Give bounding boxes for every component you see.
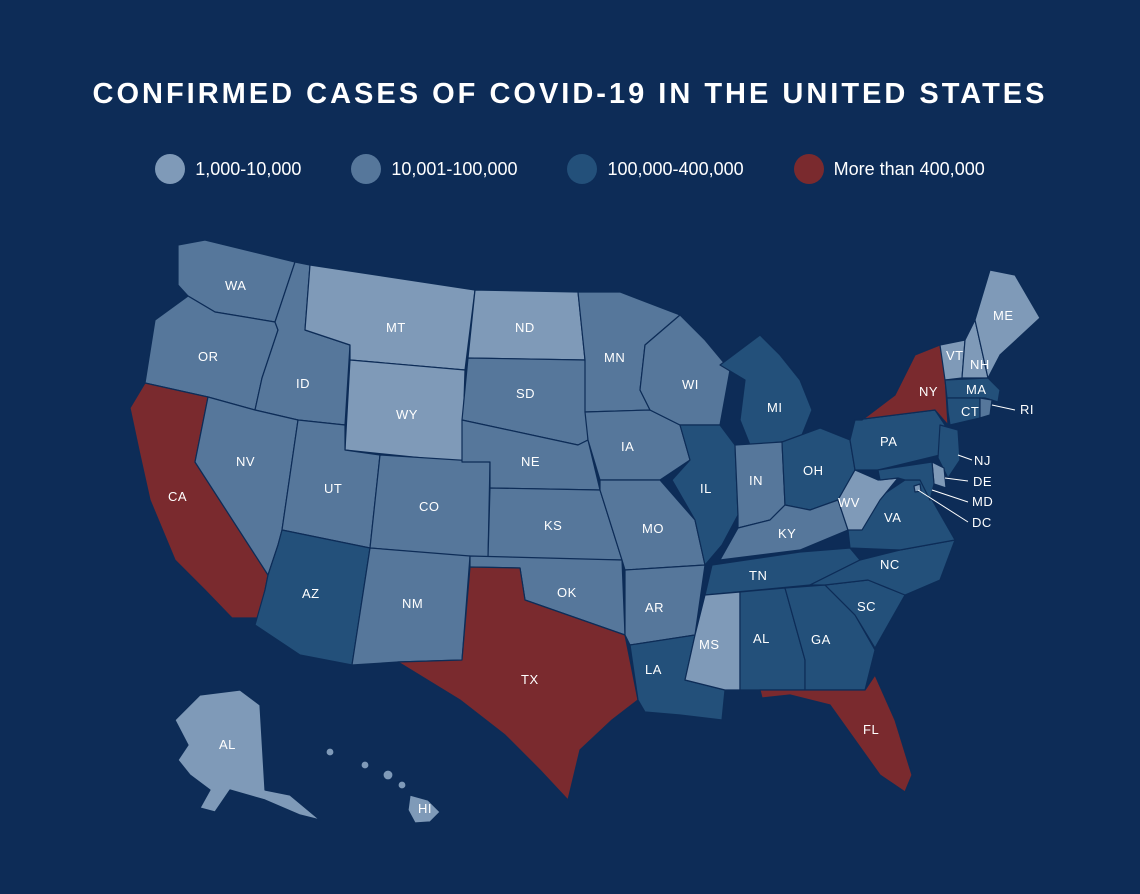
state-mi[interactable] <box>719 334 813 446</box>
state-dc[interactable] <box>913 483 922 493</box>
state-label-de: DE <box>973 474 992 489</box>
legend-swatch-tier2 <box>351 154 382 184</box>
legend-label-tier4: More than 400,000 <box>833 158 985 179</box>
state-label-or: OR <box>198 349 219 364</box>
state-label-ak: AL <box>219 737 236 752</box>
state-ar[interactable] <box>624 564 706 646</box>
state-label-va: VA <box>884 510 901 525</box>
state-label-wa: WA <box>225 278 246 293</box>
state-hi-island-2 <box>360 760 370 770</box>
state-label-fl: FL <box>863 722 879 737</box>
state-label-al: AL <box>753 631 770 646</box>
state-ct[interactable] <box>946 397 981 426</box>
state-label-in: IN <box>749 473 763 488</box>
state-label-ri: RI <box>1020 402 1034 417</box>
leader-line-de <box>944 477 969 482</box>
state-label-pa: PA <box>880 434 897 449</box>
state-label-nh: NH <box>970 357 990 372</box>
state-label-ia: IA <box>621 439 634 454</box>
state-label-co: CO <box>419 499 440 514</box>
state-label-mt: MT <box>386 320 406 335</box>
state-nj[interactable] <box>937 424 961 479</box>
state-label-ks: KS <box>544 518 562 533</box>
state-label-mo: MO <box>642 521 664 536</box>
state-label-hi: HI <box>418 801 432 816</box>
state-hi-island-3 <box>382 769 394 781</box>
state-label-md: MD <box>972 494 993 509</box>
state-label-wv: WV <box>838 495 860 510</box>
state-label-vt: VT <box>946 348 964 363</box>
state-hi[interactable] <box>407 794 441 824</box>
state-md[interactable] <box>877 461 935 501</box>
state-tx[interactable] <box>397 566 639 801</box>
state-label-dc: DC <box>972 515 992 530</box>
state-label-ok: OK <box>557 585 577 600</box>
legend-swatch-tier1 <box>155 154 186 184</box>
state-label-ut: UT <box>324 481 342 496</box>
state-label-nc: NC <box>880 557 900 572</box>
legend-item-tier3: 100,000-400,000 <box>567 154 744 184</box>
state-label-mn: MN <box>604 350 625 365</box>
legend-swatch-tier4 <box>793 154 824 184</box>
state-il[interactable] <box>671 424 739 566</box>
legend-label-tier2: 10,001-100,000 <box>391 158 518 179</box>
state-ri[interactable] <box>979 397 993 419</box>
state-label-me: ME <box>993 308 1014 323</box>
leader-line-nj <box>957 454 973 461</box>
state-nc[interactable] <box>809 539 956 596</box>
leader-line-md <box>931 489 969 503</box>
legend-label-tier1: 1,000-10,000 <box>195 158 302 179</box>
state-label-ca: CA <box>168 489 187 504</box>
state-label-tn: TN <box>749 568 767 583</box>
state-label-wy: WY <box>396 407 418 422</box>
leader-line-ri <box>991 404 1016 411</box>
state-label-nv: NV <box>236 454 255 469</box>
state-label-sd: SD <box>516 386 535 401</box>
state-fl[interactable] <box>759 674 913 793</box>
legend-item-tier2: 10,001-100,000 <box>351 154 517 184</box>
state-label-ne: NE <box>521 454 540 469</box>
leader-line-dc <box>917 489 969 523</box>
state-label-sc: SC <box>857 599 876 614</box>
state-label-tx: TX <box>521 672 539 687</box>
legend-item-tier1: 1,000-10,000 <box>155 154 301 184</box>
state-label-la: LA <box>645 662 662 677</box>
state-label-ct: CT <box>961 404 979 419</box>
legend: 1,000-10,000 10,001-100,000 100,000-400,… <box>0 154 1140 184</box>
state-hi-island-1 <box>325 747 335 757</box>
legend-item-tier4: More than 400,000 <box>793 154 985 184</box>
legend-label-tier3: 100,000-400,000 <box>607 158 744 179</box>
state-label-ny: NY <box>919 384 938 399</box>
state-label-ma: MA <box>966 382 987 397</box>
page-title: CONFIRMED CASES OF COVID-19 IN THE UNITE… <box>92 78 1048 110</box>
state-label-nj: NJ <box>974 453 991 468</box>
state-label-ms: MS <box>699 637 720 652</box>
state-label-nd: ND <box>515 320 535 335</box>
state-label-ky: KY <box>778 526 796 541</box>
state-label-nm: NM <box>402 596 423 611</box>
state-label-wi: WI <box>682 377 699 392</box>
state-wv[interactable] <box>837 469 899 531</box>
state-label-id: ID <box>296 376 310 391</box>
state-label-az: AZ <box>302 586 320 601</box>
state-label-oh: OH <box>803 463 824 478</box>
state-label-ga: GA <box>811 632 831 647</box>
legend-swatch-tier3 <box>567 154 598 184</box>
state-label-ar: AR <box>645 600 664 615</box>
state-hi-island-4 <box>397 780 407 790</box>
state-label-il: IL <box>700 481 712 496</box>
state-label-mi: MI <box>767 400 782 415</box>
state-ak[interactable] <box>174 689 321 821</box>
